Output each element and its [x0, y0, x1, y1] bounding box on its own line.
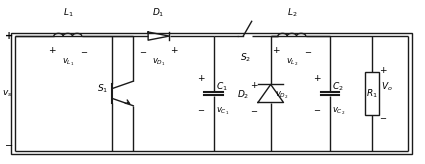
Text: +: + — [5, 31, 13, 41]
Text: $v_s$: $v_s$ — [2, 88, 13, 99]
Text: $v_{L_2}$: $v_{L_2}$ — [286, 57, 298, 68]
Text: +: + — [250, 81, 258, 90]
Text: $v_{D_1}$: $v_{D_1}$ — [152, 57, 165, 68]
Text: $-$: $-$ — [379, 112, 387, 121]
Text: $C_1$: $C_1$ — [216, 81, 227, 93]
Text: +: + — [170, 46, 178, 55]
Text: +: + — [272, 46, 280, 55]
Text: $R_1$: $R_1$ — [366, 87, 378, 100]
Text: +: + — [380, 66, 387, 75]
Text: $S_1$: $S_1$ — [97, 82, 108, 95]
Bar — [11, 33, 412, 154]
Text: $v_{C_2}$: $v_{C_2}$ — [332, 106, 345, 117]
Text: $-$: $-$ — [304, 46, 312, 55]
Text: +: + — [48, 46, 56, 55]
Bar — [366, 72, 379, 115]
Text: $V_o$: $V_o$ — [381, 81, 393, 93]
Text: $-$: $-$ — [250, 105, 258, 114]
Text: $-$: $-$ — [4, 139, 13, 149]
Text: $v_{L_1}$: $v_{L_1}$ — [62, 57, 74, 68]
Text: $L_2$: $L_2$ — [286, 7, 297, 19]
Text: $v_{D_2}$: $v_{D_2}$ — [275, 89, 289, 101]
Text: $D_1$: $D_1$ — [153, 7, 165, 19]
Text: $v_{C_1}$: $v_{C_1}$ — [216, 106, 229, 117]
Text: $-$: $-$ — [313, 104, 321, 113]
Text: $S_2$: $S_2$ — [240, 51, 251, 64]
Text: $-$: $-$ — [139, 46, 147, 55]
Text: $C_2$: $C_2$ — [332, 81, 344, 93]
Text: +: + — [314, 74, 321, 83]
Text: $-$: $-$ — [197, 104, 205, 113]
Text: $L_1$: $L_1$ — [62, 7, 73, 19]
Text: $D_2$: $D_2$ — [237, 89, 249, 101]
Text: +: + — [197, 74, 205, 83]
Text: $-$: $-$ — [80, 46, 88, 55]
